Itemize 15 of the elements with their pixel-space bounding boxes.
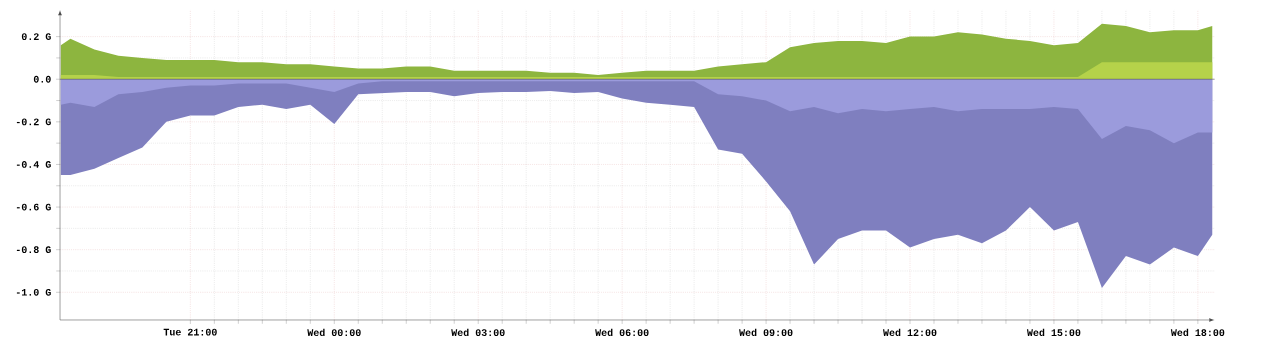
y-tick-label: 0.0 bbox=[33, 75, 51, 83]
x-tick-label: Wed 00:00 bbox=[307, 328, 361, 337]
x-tick-label: Wed 12:00 bbox=[883, 328, 937, 337]
x-tick-label: Wed 18:00 bbox=[1170, 328, 1225, 337]
y-tick-label: -0.4 G bbox=[16, 161, 51, 168]
y-tick-label: 0.2 G bbox=[21, 33, 51, 41]
y-tick-label: -0.2 G bbox=[16, 118, 51, 126]
x-tick-label: Wed 03:00 bbox=[451, 328, 505, 337]
x-tick-label: Wed 06:00 bbox=[595, 328, 649, 337]
y-tick-label: -0.8 G bbox=[16, 246, 51, 254]
x-tick-label: Wed 15:00 bbox=[1026, 328, 1081, 337]
x-tick-label: Tue 21:00 bbox=[163, 328, 217, 336]
x-tick-label: Wed 09:00 bbox=[739, 328, 793, 337]
y-tick-label: -1.0 G bbox=[16, 288, 51, 296]
y-tick-label: -0.6 G bbox=[16, 203, 51, 211]
